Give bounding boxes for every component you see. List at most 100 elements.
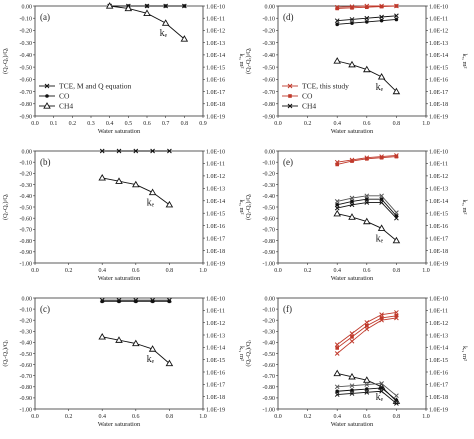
y-tick-label: -0.10 <box>20 307 33 313</box>
data-point-4 <box>392 87 401 95</box>
data-point-0 <box>333 209 341 217</box>
data-point-3 <box>379 200 384 205</box>
x-tick-label: 0.4 <box>333 414 341 420</box>
chart-panel-1: 0.00 -0.10 -0.20 -0.30 -0.40 -0.50 -0.60 -0.70 -… <box>245 3 468 135</box>
y2-tick-label: 1.0E-16 <box>206 224 225 230</box>
x-tick-label: 0.6 <box>143 121 151 127</box>
y-axis-label: (Qᵢ-Qₐ)/Qᵢ <box>2 47 9 74</box>
x-tick-label: 1.0 <box>199 268 207 274</box>
x-tick-label: 0.6 <box>363 121 371 127</box>
y2-axis-label: kᵣ, m² <box>461 200 468 215</box>
y-tick-label: -1.00 <box>20 261 33 267</box>
data-point-0 <box>335 6 339 11</box>
y-tick-label: -0.60 <box>20 217 33 223</box>
series-0 <box>99 148 172 154</box>
y2-tick-label: 1.0E-17 <box>206 90 225 96</box>
data-point-0 <box>334 18 340 24</box>
data-point-0 <box>99 148 105 154</box>
x-tick-label: 1.0 <box>422 414 430 420</box>
data-point-1 <box>350 159 354 163</box>
data-point-1 <box>124 4 133 12</box>
data-point-legend-1 <box>288 94 292 98</box>
x-tick-label: 0.8 <box>166 414 174 420</box>
x-tick-label: 0.0 <box>274 414 282 420</box>
y-axis-label: (Qᵢ-Qₐ)/Qᵢ <box>2 339 9 366</box>
series-2 <box>98 332 174 367</box>
y-tick-label: -0.90 <box>20 396 33 402</box>
y2-axis-label: kᵣ, m² <box>461 54 468 69</box>
data-point-4 <box>394 215 399 221</box>
chart-panel-5: 0.00 -0.10 -0.20 -0.30 -0.40 -0.50 -0.60 -0.70 -… <box>245 296 468 428</box>
data-point-4 <box>180 35 189 42</box>
x-tick-label: 0.0 <box>274 121 282 127</box>
y2-tick-label: 1.0E-14 <box>206 199 225 205</box>
y2-tick-label: 1.0E-16 <box>206 370 225 376</box>
series-2 <box>334 193 399 215</box>
x-tick-label: 0.8 <box>393 121 401 127</box>
y-tick-label: 0.00 <box>22 296 33 302</box>
data-point-1 <box>350 335 354 339</box>
x-axis-label: Water saturation <box>98 128 141 135</box>
data-point-3 <box>379 18 384 23</box>
y2-tick-label: 1.0E-14 <box>206 346 225 352</box>
x-tick-label: 0.0 <box>274 268 282 274</box>
panel-label: (a) <box>40 12 50 22</box>
panel-label: (d) <box>283 12 294 22</box>
legend-label: CO <box>59 92 70 101</box>
y2-tick-label: 1.0E-19 <box>206 114 225 120</box>
x-axis-label: Water saturation <box>331 128 374 135</box>
x-axis-label: Water saturation <box>331 421 374 428</box>
data-point-2 <box>364 382 370 387</box>
y-tick-label: -0.50 <box>263 65 276 71</box>
data-point-1 <box>349 17 355 22</box>
x-tick-label: 0.2 <box>304 414 312 420</box>
y2-tick-label: 1.0E-19 <box>429 407 448 413</box>
ke-annotation: kₑ <box>376 233 384 244</box>
y2-tick-label: 1.0E-11 <box>206 162 225 168</box>
data-point-1 <box>348 372 356 380</box>
data-point-legend-2 <box>287 103 293 109</box>
y2-tick-label: 1.0E-12 <box>206 321 225 327</box>
y-tick-label: -0.50 <box>263 352 276 358</box>
data-point-1 <box>348 60 356 68</box>
y2-tick-label: 1.0E-18 <box>206 395 225 401</box>
x-tick-label: 0.4 <box>98 414 106 420</box>
data-point-3 <box>379 316 384 320</box>
data-point-0 <box>333 57 341 64</box>
y-tick-label: -1.00 <box>263 261 276 267</box>
data-point-4 <box>394 310 399 315</box>
y-tick-label: -0.80 <box>263 102 276 108</box>
legend-label: TCE, M and Q equation <box>59 82 132 91</box>
ke-annotation: kₑ <box>147 197 155 208</box>
y-tick-label: -0.10 <box>263 17 276 23</box>
data-point-4 <box>394 398 399 402</box>
y2-axis-label: kᵣ, m² <box>461 346 468 361</box>
data-point-1 <box>350 199 354 204</box>
y2-tick-label: 1.0E-14 <box>429 53 448 59</box>
series-2 <box>334 315 399 356</box>
y-tick-label: -0.10 <box>263 161 276 167</box>
y2-tick-label: 1.0E-18 <box>206 249 225 255</box>
x-tick-label: 0.0 <box>31 121 39 127</box>
y-tick-label: -0.20 <box>263 29 276 35</box>
legend-label: CH4 <box>302 102 316 111</box>
data-point-2 <box>365 197 369 201</box>
y2-tick-label: 1.0E-15 <box>206 65 225 71</box>
y-tick-label: -0.70 <box>263 374 276 380</box>
y2-tick-label: 1.0E-19 <box>429 261 448 267</box>
data-point-2 <box>365 387 369 391</box>
data-point-4 <box>394 393 399 399</box>
y-tick-label: -0.30 <box>263 41 276 47</box>
y2-tick-label: 1.0E-11 <box>206 309 225 315</box>
y2-tick-label: 1.0E-12 <box>206 29 225 35</box>
data-point-4 <box>394 17 399 22</box>
data-point-0 <box>334 199 340 204</box>
series-5 <box>335 386 399 402</box>
data-point-2 <box>364 320 370 325</box>
y2-axis-label: kᵣ, m² <box>238 54 245 69</box>
y2-tick-label: 1.0E-18 <box>429 102 448 108</box>
data-point-0 <box>335 162 339 167</box>
y-tick-label: -0.40 <box>263 53 276 59</box>
panel-label: (c) <box>40 304 50 314</box>
data-point-0 <box>334 392 340 397</box>
